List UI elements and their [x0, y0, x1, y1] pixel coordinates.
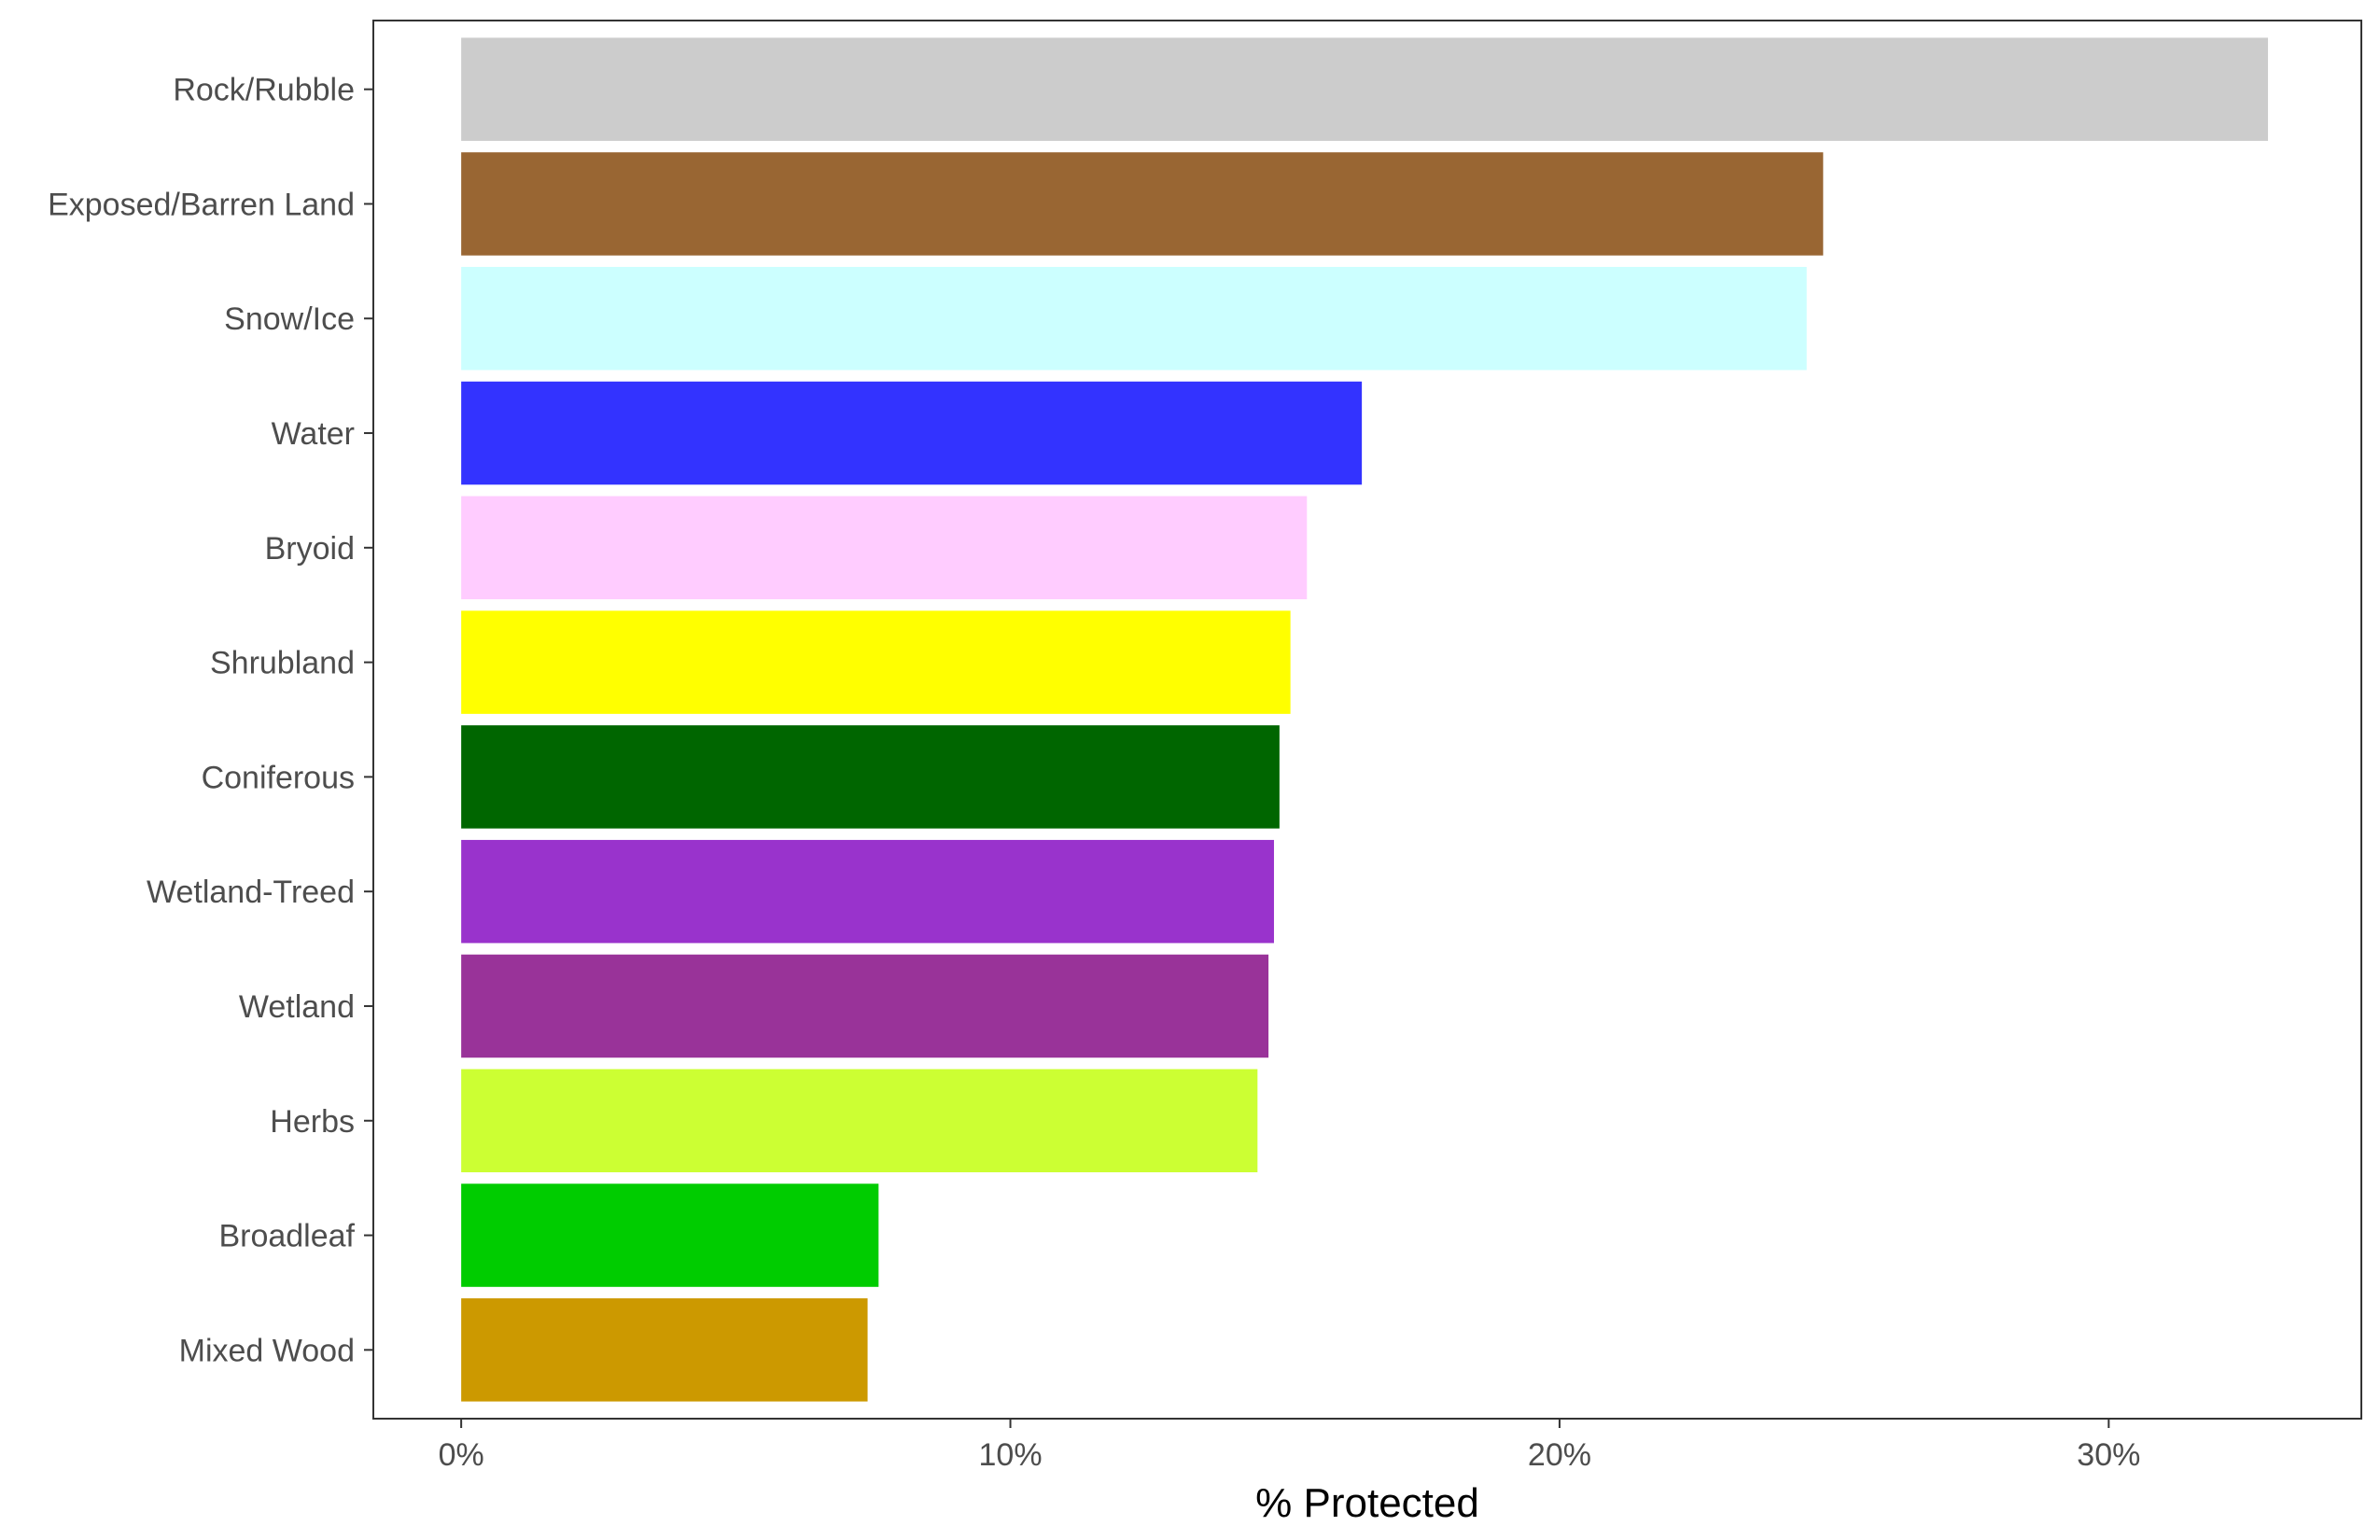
category-label: Water: [272, 416, 355, 452]
bar-wetland: [461, 954, 1269, 1058]
category-label: Wetland: [239, 989, 355, 1025]
bars-group: [461, 37, 2268, 1402]
category-label: Snow/Ice: [224, 301, 355, 337]
x-tick-label: 20%: [1528, 1437, 1591, 1473]
bar-bryoid: [461, 496, 1308, 600]
category-label: Coniferous: [202, 760, 355, 795]
x-axis-title: % Protected: [1255, 1480, 1479, 1526]
plot-panel-border: [372, 20, 2362, 1420]
bar-rock-rubble: [461, 37, 2268, 141]
bar-snow-ice: [461, 266, 1807, 371]
category-label: Shrubland: [210, 646, 355, 681]
bar-mixed-wood: [461, 1298, 868, 1402]
category-label: Wetland-Treed: [147, 875, 355, 910]
bar-exposed-barren-land: [461, 152, 1824, 256]
bar-herbs: [461, 1069, 1258, 1173]
x-tick-label: 0%: [439, 1437, 484, 1473]
bar-coniferous: [461, 725, 1280, 829]
bar-shrubland: [461, 610, 1291, 714]
x-tick-label: 30%: [2077, 1437, 2140, 1473]
bar-wetland-treed: [461, 839, 1274, 944]
x-ticks-group: 0% 10% 20% 30%: [439, 1419, 2140, 1473]
category-label: Bryoid: [265, 531, 355, 567]
category-label: Herbs: [270, 1104, 355, 1140]
bar-water: [461, 381, 1363, 485]
x-tick-label: 10%: [979, 1437, 1043, 1473]
category-labels-group: Rock/Rubble Exposed/Barren Land Snow/Ice Wa…: [48, 73, 373, 1368]
bar-broadleaf: [461, 1183, 879, 1287]
category-label: Broadleaf: [218, 1219, 355, 1254]
category-label: Exposed/Barren Land: [48, 187, 355, 222]
category-label: Mixed Wood: [179, 1333, 355, 1368]
category-label: Rock/Rubble: [173, 73, 355, 108]
